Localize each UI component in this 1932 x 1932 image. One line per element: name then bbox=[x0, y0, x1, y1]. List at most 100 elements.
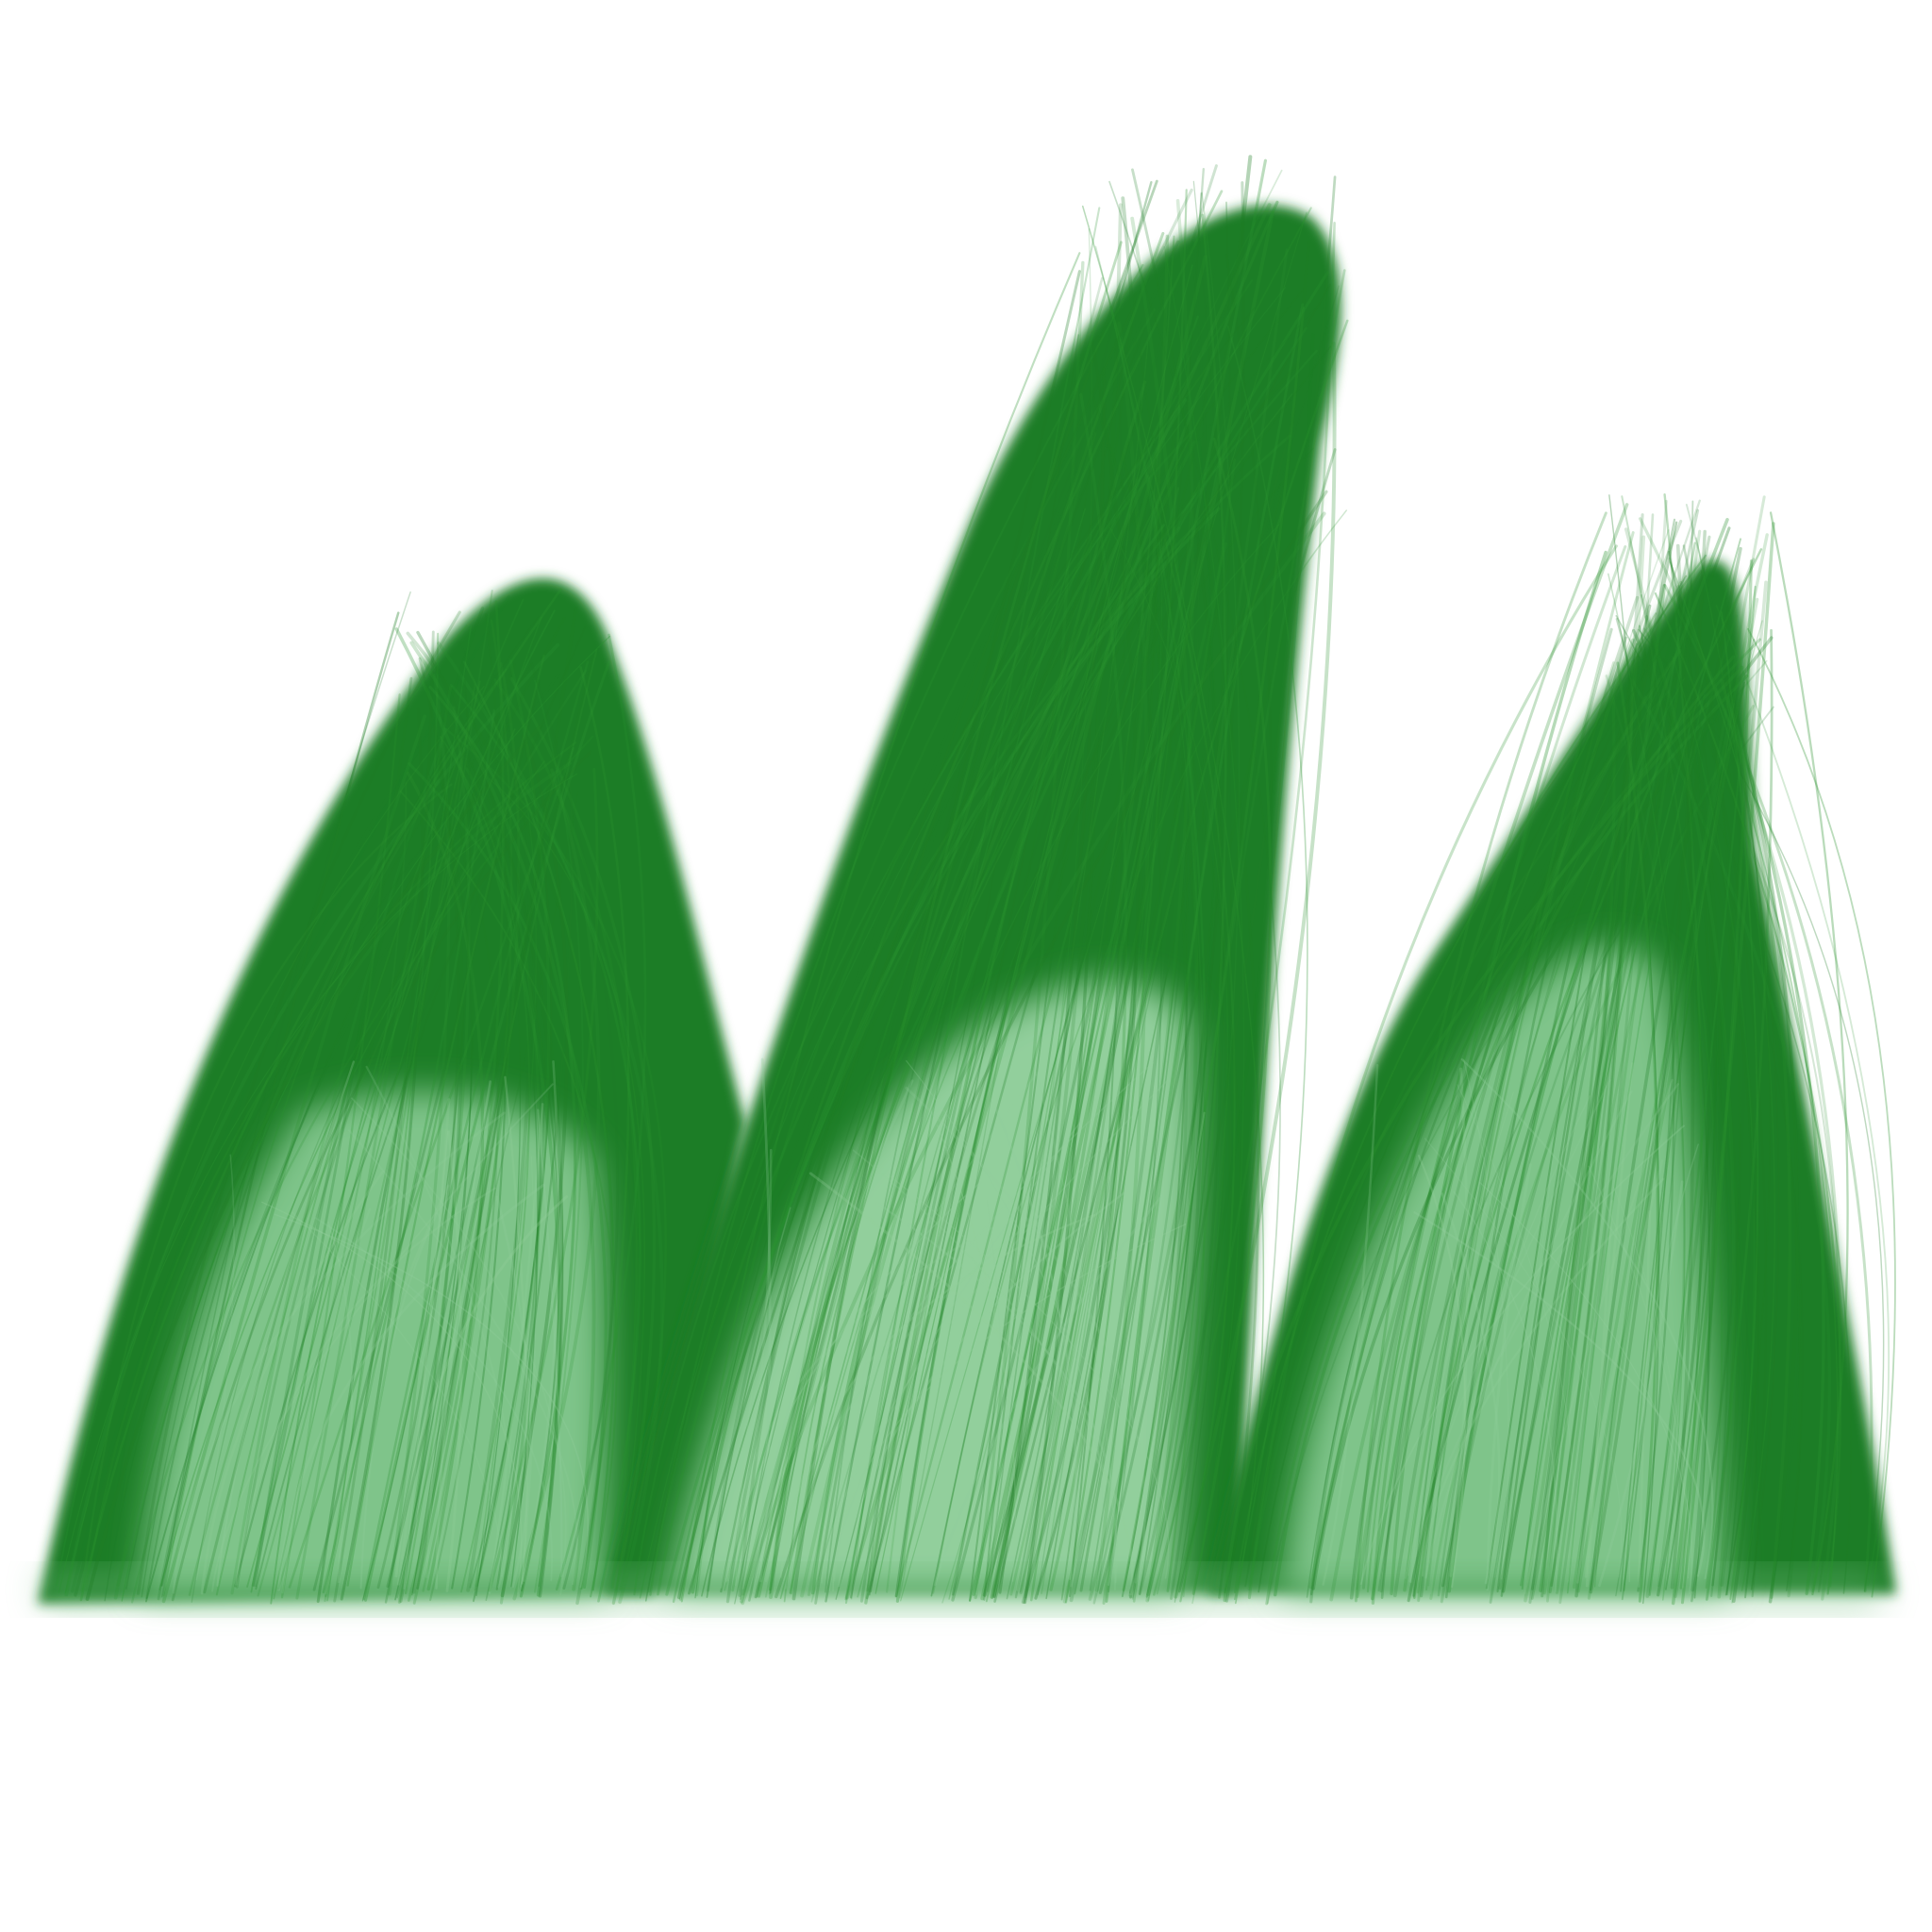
brush-stroke bbox=[411, 607, 578, 1594]
brush-stroke bbox=[748, 473, 1142, 1602]
brush-stroke bbox=[1064, 189, 1188, 1604]
brush-stroke bbox=[894, 419, 1161, 1598]
brush-stroke bbox=[852, 1149, 1118, 1584]
brush-stroke bbox=[1377, 706, 1774, 1591]
brush-stroke bbox=[314, 1217, 554, 1582]
brush-stroke bbox=[1671, 522, 1775, 1606]
brush-stroke bbox=[537, 1108, 563, 1578]
brush-stroke bbox=[1587, 495, 1766, 1600]
brush-stroke bbox=[741, 511, 1326, 1606]
brush-stroke bbox=[459, 681, 522, 1596]
brush-stroke bbox=[346, 654, 545, 1587]
brush-stroke bbox=[993, 404, 1298, 1603]
brush-stroke bbox=[764, 1205, 1054, 1583]
brush-stroke bbox=[158, 760, 545, 1591]
grass-blades bbox=[38, 205, 1896, 1613]
brush-stroke bbox=[1584, 1062, 1634, 1578]
brush-stroke bbox=[141, 615, 540, 1598]
brush-stroke bbox=[71, 595, 511, 1593]
brush-stroke bbox=[215, 598, 525, 1596]
brush-stroke bbox=[359, 1212, 439, 1590]
brush-stroke bbox=[399, 790, 618, 1598]
brush-stroke bbox=[644, 306, 1257, 1602]
brush-stroke bbox=[678, 190, 1224, 1601]
brush-stroke bbox=[394, 1195, 569, 1578]
brush-stroke bbox=[404, 648, 598, 1595]
brush-stroke bbox=[1429, 1095, 1591, 1595]
brush-stroke bbox=[397, 706, 471, 1605]
brush-stroke bbox=[1715, 604, 1890, 1587]
brush-stroke bbox=[312, 679, 541, 1591]
brush-stroke bbox=[1356, 645, 1681, 1591]
brush-stroke bbox=[79, 588, 562, 1602]
brush-stroke bbox=[459, 641, 541, 1601]
brush-stroke bbox=[975, 1198, 1028, 1595]
brush-stroke bbox=[740, 461, 1188, 1600]
brush-stroke bbox=[649, 263, 1144, 1596]
brush-stroke bbox=[399, 746, 464, 1603]
brush-stroke bbox=[1309, 668, 1682, 1595]
brush-stroke bbox=[113, 761, 573, 1600]
brush-stroke bbox=[1309, 595, 1716, 1604]
brush-stroke bbox=[1457, 1084, 1574, 1583]
brush-stroke bbox=[1128, 475, 1224, 1594]
brush-stroke bbox=[1713, 620, 1772, 1596]
brush-stroke bbox=[1576, 597, 1759, 1593]
brush-stroke bbox=[145, 784, 435, 1600]
brush-stroke bbox=[905, 1086, 1146, 1584]
brush-stroke bbox=[403, 1130, 449, 1590]
brush-stroke bbox=[439, 711, 564, 1588]
brush-stroke bbox=[534, 679, 584, 1593]
brush-stroke bbox=[1489, 508, 1700, 1604]
brush-stroke bbox=[428, 674, 539, 1588]
brush-stroke bbox=[234, 791, 541, 1588]
brush-stroke bbox=[439, 735, 531, 1593]
brush-stroke bbox=[435, 1080, 491, 1590]
brush-stroke bbox=[1019, 532, 1236, 1594]
brush-stroke bbox=[983, 352, 1181, 1601]
brush-stroke bbox=[937, 1124, 1016, 1582]
brush-stroke bbox=[647, 308, 1156, 1593]
brush-stroke bbox=[844, 207, 1101, 1605]
brush-stroke bbox=[235, 616, 566, 1589]
brush-stroke bbox=[868, 337, 1129, 1596]
brush-stroke bbox=[394, 627, 561, 1597]
brush-stroke bbox=[1548, 659, 1634, 1594]
brush-stroke bbox=[255, 626, 587, 1591]
brush-stroke bbox=[125, 731, 479, 1590]
brush-stroke bbox=[474, 778, 537, 1591]
brush-stroke bbox=[1616, 661, 1659, 1603]
brush-stroke bbox=[972, 158, 1267, 1596]
brush-stroke bbox=[1417, 531, 1635, 1603]
brush-stroke bbox=[1427, 529, 1670, 1587]
brush-stroke bbox=[384, 654, 595, 1604]
brush-stroke bbox=[1541, 655, 1641, 1598]
brush-stroke bbox=[1403, 638, 1635, 1592]
brush-stroke bbox=[1674, 683, 1722, 1598]
brush-stroke bbox=[80, 783, 453, 1592]
brush-stroke bbox=[1621, 495, 1724, 1589]
brush-stroke bbox=[968, 291, 1137, 1602]
brush-stroke bbox=[1417, 1155, 1467, 1589]
brush-stroke bbox=[1643, 627, 1840, 1593]
brush-stroke bbox=[1441, 604, 1652, 1588]
brush-stroke bbox=[277, 590, 493, 1590]
brush-stroke bbox=[172, 1111, 506, 1594]
brush-stroke bbox=[1041, 502, 1192, 1594]
brush-stroke bbox=[1500, 521, 1678, 1597]
brush-stroke bbox=[1424, 1090, 1633, 1579]
brush-stroke bbox=[1648, 698, 1804, 1591]
brush-stroke bbox=[274, 1213, 589, 1589]
brush-stroke bbox=[1685, 629, 1752, 1596]
brush-stroke bbox=[1589, 639, 1756, 1591]
brush-stroke bbox=[756, 207, 1312, 1598]
brush-stroke bbox=[1081, 205, 1265, 1605]
brush-stroke bbox=[821, 1079, 1169, 1584]
brush-stroke bbox=[1425, 677, 1686, 1591]
brush-stroke bbox=[833, 1103, 914, 1582]
brush-stroke bbox=[527, 653, 620, 1591]
brush-stroke bbox=[1390, 648, 1682, 1595]
brush-stroke bbox=[261, 1201, 523, 1595]
brush-stroke bbox=[1644, 615, 1736, 1599]
